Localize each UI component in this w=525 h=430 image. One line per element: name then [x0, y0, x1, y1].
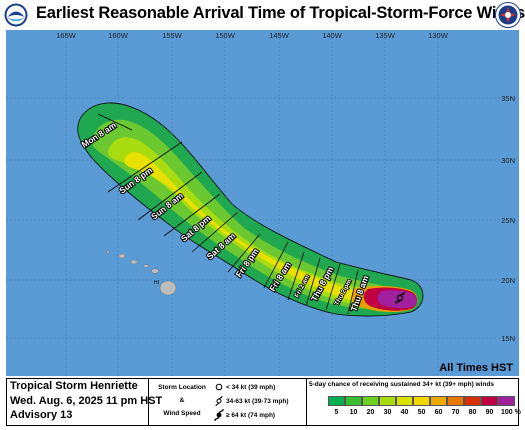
advisory-number: Advisory 13 — [10, 409, 73, 421]
island-kauai — [118, 253, 126, 259]
probability-bin — [345, 396, 362, 406]
lon-label: 160W — [108, 31, 129, 40]
latitude-labels: 35N 30N 25N 20N 15N — [501, 94, 515, 343]
lon-label: 145W — [269, 31, 290, 40]
tropical-storm-icon — [395, 291, 405, 305]
probability-bin — [498, 396, 515, 406]
island-maui — [151, 268, 159, 274]
map: 165W 160W 155W 150W 145W 140W 135W 130W … — [6, 30, 519, 376]
island-niihau — [106, 250, 110, 254]
probability-key: 5-day chance of receiving sustained 34+ … — [306, 379, 521, 425]
island-hawaii — [159, 280, 177, 296]
symbol-key-row: < 34 kt (39 mph) — [226, 384, 276, 391]
probability-labels: 5 10 20 30 40 50 60 70 80 90 100 % — [328, 409, 525, 416]
probability-label: 80 — [468, 409, 477, 416]
probability-bin — [481, 396, 498, 406]
probability-label: 10 — [349, 409, 358, 416]
probability-bin — [328, 396, 345, 406]
storm-info: Tropical Storm Henriette Wed. Aug. 6, 20… — [7, 379, 163, 425]
all-times-label: All Times HST — [439, 362, 513, 374]
swath-band-4 — [124, 152, 408, 305]
probability-label: 40 — [400, 409, 409, 416]
hawaiian-islands — [106, 250, 177, 296]
probability-label: 100 % — [501, 409, 521, 416]
probability-bin — [464, 396, 481, 406]
hurricane-symbol-icon — [214, 408, 224, 422]
probability-label: 30 — [383, 409, 392, 416]
probability-label: 50 — [417, 409, 426, 416]
probability-label: 5 — [334, 409, 339, 416]
probability-label: 90 — [485, 409, 494, 416]
swath-band-2 — [92, 119, 417, 310]
probability-bin — [396, 396, 413, 406]
lon-label: 140W — [322, 31, 343, 40]
probability-bins — [328, 396, 515, 406]
nws-logo — [495, 2, 521, 28]
ocean — [6, 30, 519, 376]
probability-bin — [447, 396, 464, 406]
probability-bin — [362, 396, 379, 406]
symbol-key-row: ≥ 64 kt (74 mph) — [226, 412, 276, 419]
lat-label: 25N — [501, 216, 515, 225]
symbol-key: Storm Location & Wind Speed < 34 kt (39 … — [148, 379, 307, 425]
lat-label: 30N — [501, 156, 515, 165]
noaa-logo — [4, 3, 28, 27]
lon-label: 135W — [375, 31, 396, 40]
lon-label: 150W — [215, 31, 236, 40]
probability-label: 20 — [366, 409, 375, 416]
probability-bin — [379, 396, 396, 406]
lon-label: 155W — [162, 31, 183, 40]
lon-label: 130W — [428, 31, 449, 40]
probability-label: 60 — [434, 409, 443, 416]
symbol-key-row: 34-63 kt (39-73 mph) — [226, 398, 289, 405]
symbol-key-icons — [214, 383, 224, 422]
title-bar: Earliest Reasonable Arrival Time of Trop… — [0, 0, 525, 30]
isochrones — [97, 113, 359, 315]
probability-bin — [413, 396, 430, 406]
probability-header: 5-day chance of receiving sustained 34+ … — [309, 381, 494, 388]
tropical-storm-symbol-icon — [215, 395, 223, 407]
storm-name: Tropical Storm Henriette — [10, 380, 138, 392]
symbol-key-label: Storm Location — [158, 384, 206, 391]
symbol-key-label: & — [179, 397, 185, 404]
island-molokai — [143, 264, 149, 268]
island-label: HI — [154, 280, 159, 286]
lat-label: 20N — [501, 276, 515, 285]
legend: Tropical Storm Henriette Wed. Aug. 6, 20… — [6, 378, 521, 426]
page-title: Earliest Reasonable Arrival Time of Trop… — [36, 4, 525, 22]
island-oahu — [130, 259, 138, 265]
advisory-datetime: Wed. Aug. 6, 2025 11 pm HST — [10, 394, 163, 407]
lat-label: 15N — [501, 334, 515, 343]
lat-label: 35N — [501, 94, 515, 103]
longitude-labels: 165W 160W 155W 150W 145W 140W 135W 130W — [56, 31, 449, 40]
lon-label: 165W — [56, 31, 77, 40]
probability-label: 70 — [451, 409, 460, 416]
symbol-key-label: Wind Speed — [163, 410, 201, 417]
grid — [6, 30, 519, 376]
low-symbol-icon — [215, 383, 223, 391]
probability-bin — [430, 396, 447, 406]
